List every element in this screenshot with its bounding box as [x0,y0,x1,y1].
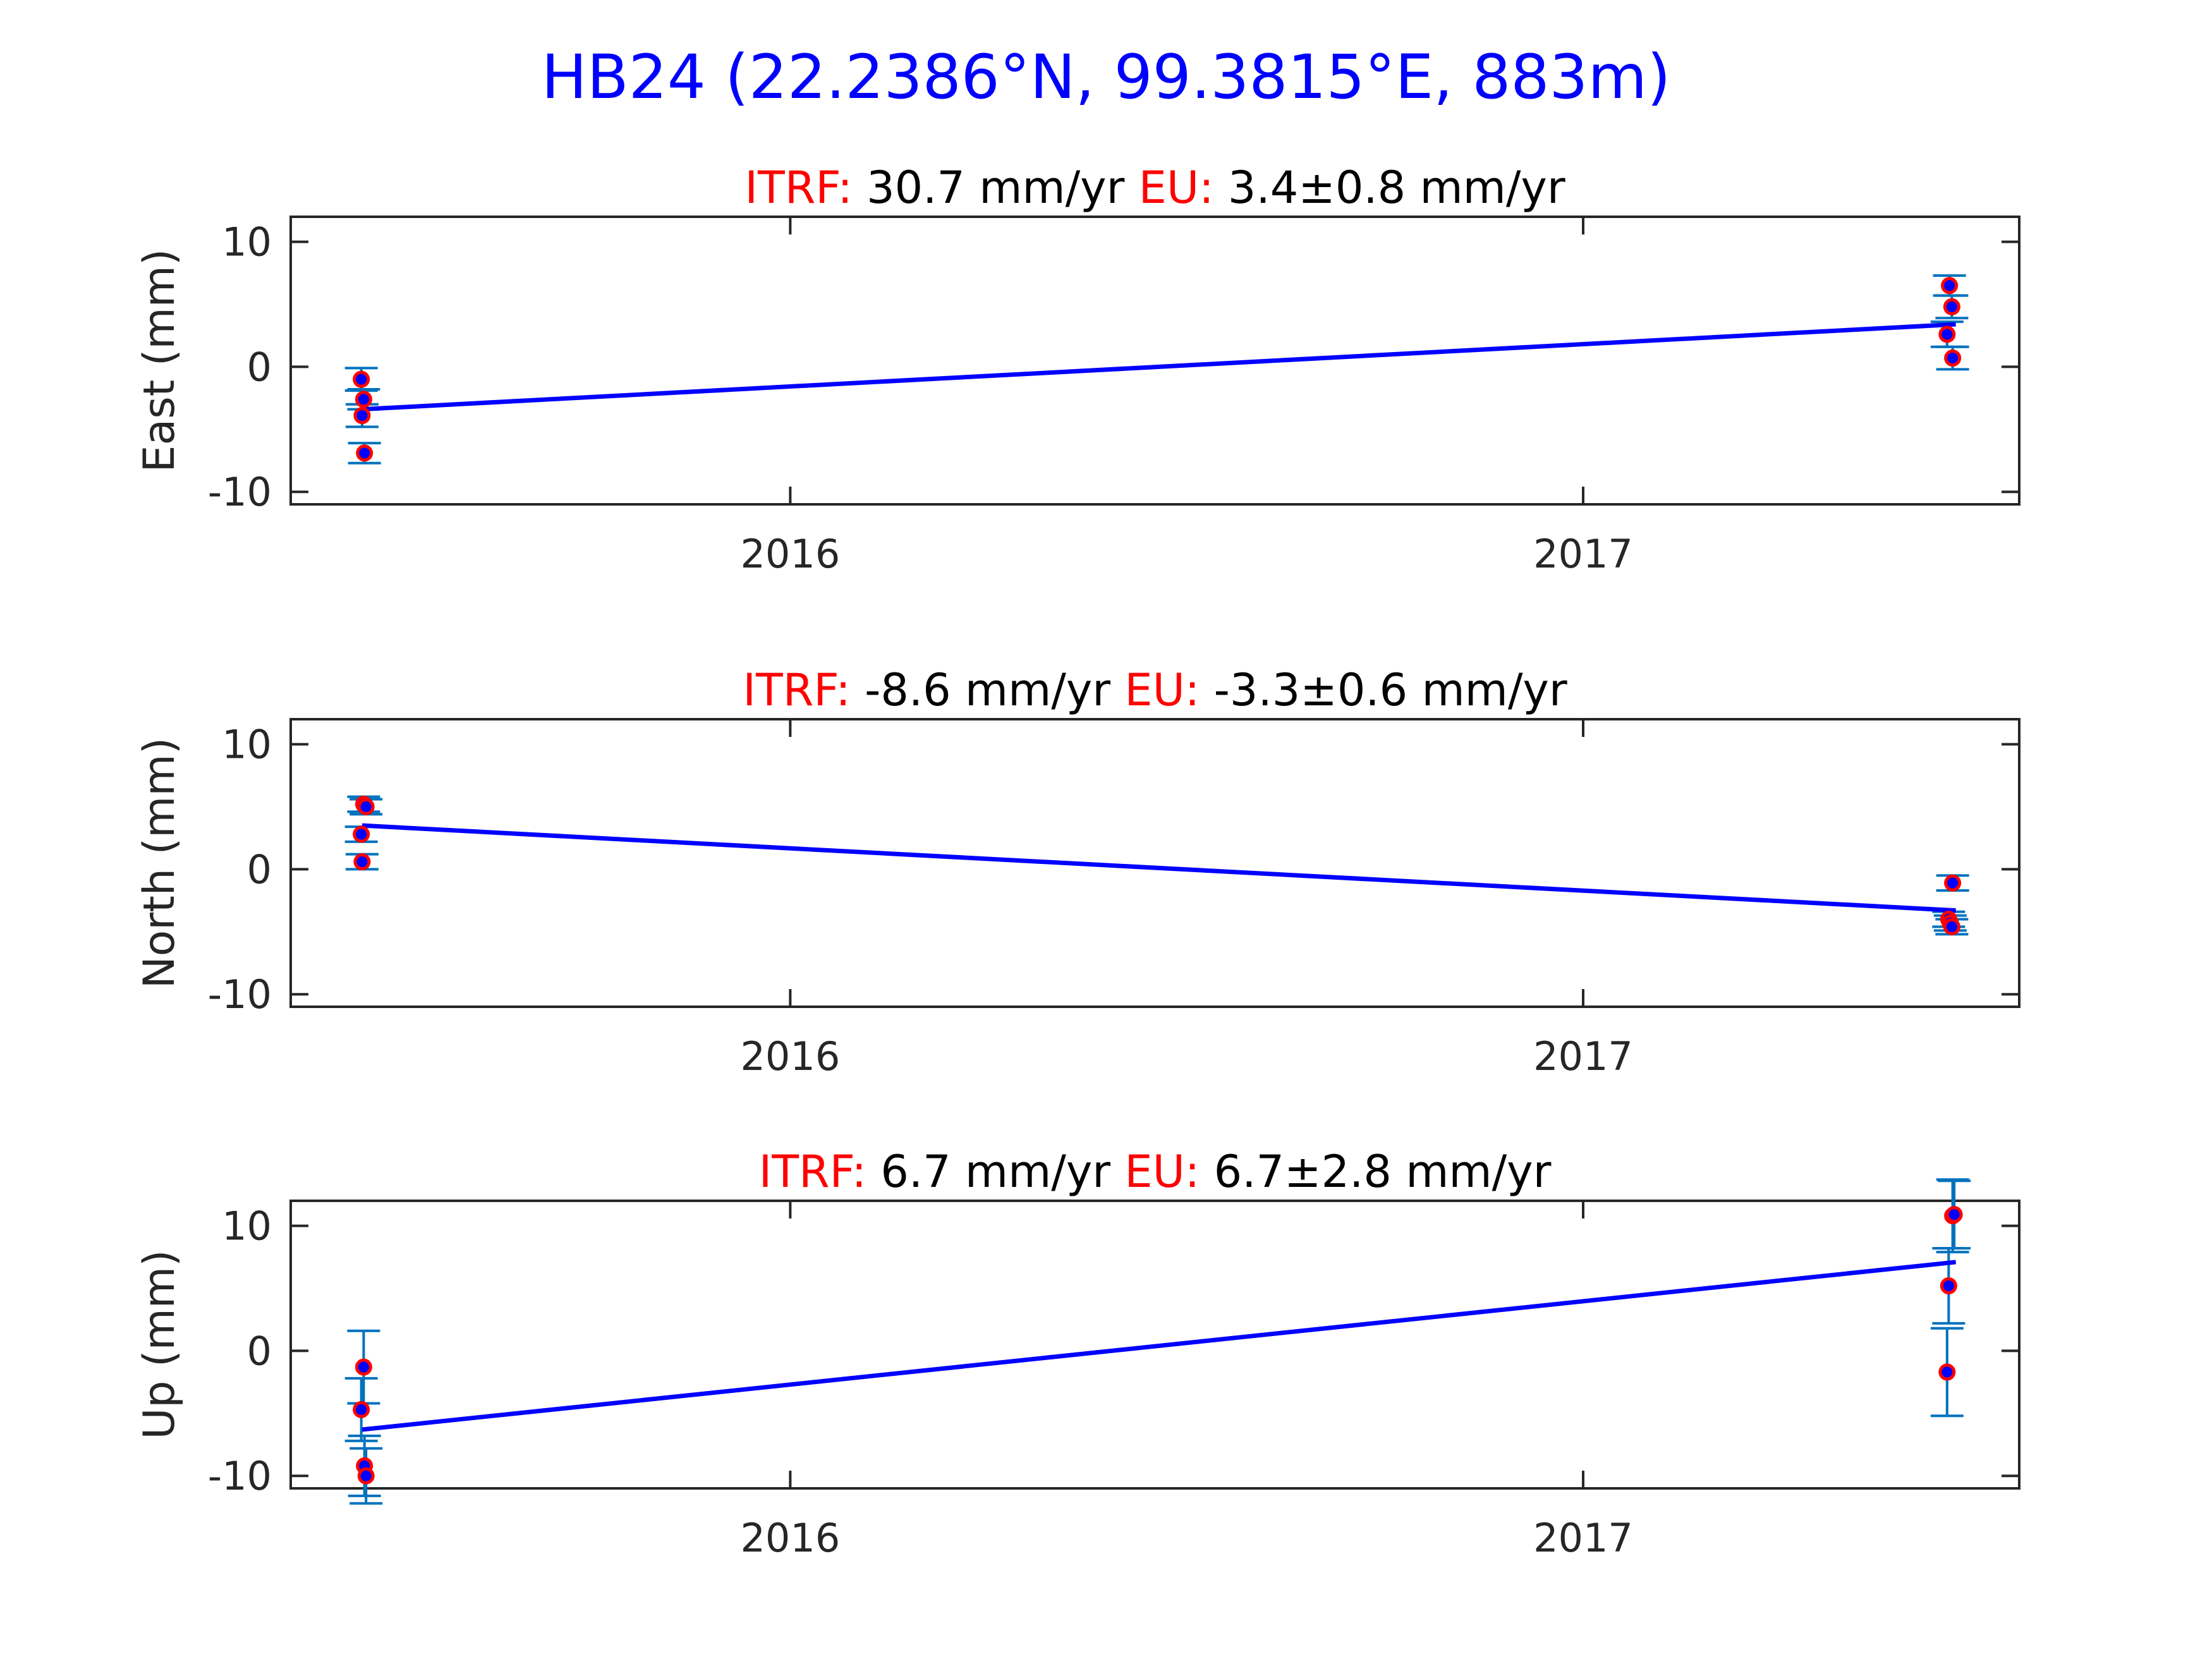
xtick-label: 2017 [1533,531,1633,577]
itrf-label: ITRF: [744,162,852,214]
data-point [1938,1363,1956,1381]
data-point [356,444,374,462]
ytick-label: 10 [222,1203,272,1249]
xtick-label: 2016 [740,1033,840,1079]
ytick-label: 0 [247,846,272,892]
ytick-label: 0 [247,344,272,390]
itrf-label: ITRF: [743,664,850,716]
data-point [1943,918,1960,935]
data-point [355,1358,372,1376]
eu-rate: -3.3±0.6 mm/yr [1200,664,1567,716]
trend-line [362,823,1956,913]
itrf-rate: -8.6 mm/yr [851,664,1125,716]
data-point [353,853,371,871]
eu-label: EU: [1139,162,1214,214]
xtick-label: 2017 [1533,1515,1633,1561]
xtick-label: 2016 [740,1515,840,1561]
data-point [357,1467,375,1485]
ytick-label: 0 [247,1328,272,1374]
xtick-label: 2017 [1533,1033,1633,1079]
trend-line [362,1260,1956,1432]
panel-subtitle: ITRF: -8.6 mm/yr EU: -3.3±0.6 mm/yr [743,664,1567,716]
trend-line [362,322,1956,412]
data-point [1938,325,1956,343]
data-point [1943,298,1960,315]
xtick-label: 2016 [740,531,840,577]
data-point [1940,1277,1957,1295]
eu-label: EU: [1124,1146,1200,1198]
panel-2: -10 0 10 2016 2017 North (mm) ITRF: -8.6 mm/yr… [135,664,2021,1079]
ytick-label: -10 [208,469,272,515]
ytick-label: -10 [208,1453,272,1499]
axes-box [289,1200,2021,1490]
data-point [357,798,375,815]
eu-rate: 6.7±2.8 mm/yr [1200,1146,1551,1198]
panel-3: -10 0 10 2016 2017 Up (mm) ITRF: 6.7 mm/yr EU:… [135,1146,2021,1561]
y-axis-label: North (mm) [135,738,185,988]
itrf-label: ITRF: [759,1146,866,1198]
panels: -10 0 10 2016 2017 East (mm) ITRF: 30.7 mm/yr … [135,162,2021,1561]
axes-box [289,216,2021,506]
axes-box [289,718,2021,1008]
data-point [1945,1206,1963,1224]
y-axis-label: East (mm) [135,249,185,473]
ytick-label: 10 [222,722,272,768]
data-point [1941,277,1959,295]
panel-1: -10 0 10 2016 2017 East (mm) ITRF: 30.7 mm/yr … [135,162,2021,577]
ytick-label: 10 [222,219,272,265]
figure-title: HB24 (22.2386°N, 99.3815°E, 883m) [542,42,1671,112]
data-point [353,825,370,843]
data-point [1944,874,1962,892]
itrf-rate: 30.7 mm/yr [853,162,1139,214]
itrf-rate: 6.7 mm/yr [866,1146,1124,1198]
data-point [353,407,371,425]
y-axis-label: Up (mm) [135,1249,185,1439]
eu-label: EU: [1124,664,1200,716]
eu-rate: 3.4±0.8 mm/yr [1214,162,1565,214]
data-point [353,370,370,388]
data-point [353,1401,370,1418]
data-point [355,391,372,408]
panel-subtitle: ITRF: 30.7 mm/yr EU: 3.4±0.8 mm/yr [744,162,1565,214]
data-point [1944,349,1962,367]
ytick-label: -10 [208,971,272,1018]
panel-subtitle: ITRF: 6.7 mm/yr EU: 6.7±2.8 mm/yr [759,1146,1552,1198]
